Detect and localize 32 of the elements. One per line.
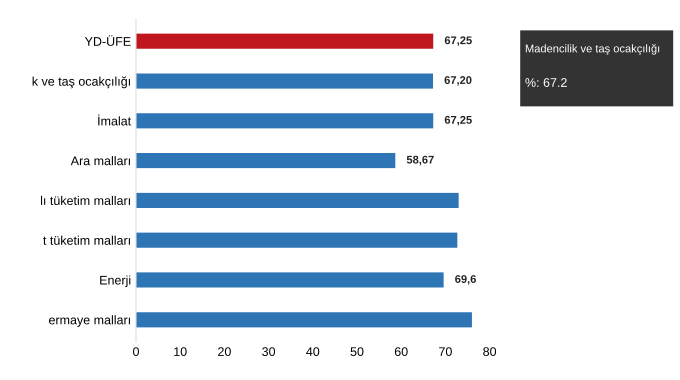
- x-tick-label: 30: [262, 347, 276, 356]
- y-tick-label: Ara malları: [70, 156, 130, 166]
- text: Madencilik ve taş ocakçılığı: [526, 44, 660, 55]
- data-label: 67,25: [444, 36, 472, 46]
- x-tick-label: 60: [394, 347, 408, 356]
- bar: [136, 192, 459, 208]
- bar: [136, 113, 434, 128]
- data-label: 67,25: [444, 116, 472, 126]
- bar: [136, 34, 434, 49]
- x-tick-label: 70: [439, 347, 452, 356]
- x-tick-label: 40: [306, 347, 320, 356]
- data-label: 67,20: [444, 76, 472, 86]
- y-tick-label: ermaye malları: [49, 315, 130, 327]
- bar: [136, 73, 434, 89]
- y-tick-label: Enerji: [100, 275, 130, 288]
- y-tick-label: lı tüketim malları: [40, 196, 130, 206]
- text: %: 67.2: [525, 78, 567, 87]
- x-tick-label: 20: [218, 347, 231, 356]
- bar: [136, 153, 396, 168]
- x-tick-label: 10: [174, 347, 187, 356]
- data-label: 69,6: [455, 275, 476, 285]
- y-tick-label: k ve taş ocakçılığı: [32, 76, 130, 88]
- x-tick-label: 80: [483, 347, 496, 356]
- bar: [136, 272, 444, 288]
- bar: [136, 312, 472, 328]
- x-tick-label: 0: [133, 347, 139, 356]
- x-tick-label: 50: [350, 347, 364, 356]
- data-label: 58,67: [406, 156, 434, 166]
- y-tick-label: t tüketim malları: [43, 236, 130, 245]
- y-tick-label: İmalat: [98, 114, 132, 126]
- bar: [136, 232, 458, 248]
- y-tick-label: YD-ÜFE: [84, 35, 131, 46]
